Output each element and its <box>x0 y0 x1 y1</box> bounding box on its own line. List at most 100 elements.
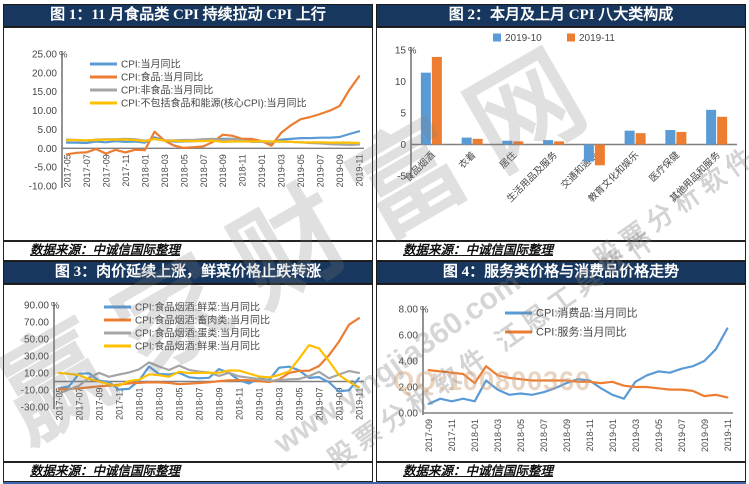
series-line <box>65 137 361 145</box>
y-tick-label: 70.00 <box>24 318 49 329</box>
series-line <box>427 327 729 406</box>
x-tick-label: 2018-09 <box>218 154 228 187</box>
x-tick-label: 2019-09 <box>335 154 345 187</box>
y-axis-unit: % <box>51 301 60 312</box>
x-tick-label: 2019-01 <box>257 154 267 187</box>
x-tick-label: 2018-11 <box>235 388 245 420</box>
x-tick-label: 2018-11 <box>238 154 248 186</box>
x-tick-label: 2018-07 <box>195 388 205 421</box>
fig2-source-bar: 数据来源：中诚信国际整理 <box>376 241 746 261</box>
x-tick-label: 2018-07 <box>199 154 209 187</box>
x-tick-label: 2017-11 <box>121 154 131 186</box>
y-tick-label: 10 <box>395 77 407 88</box>
x-tick-label: 2019-03 <box>275 388 285 421</box>
x-tick-label: 2018-09 <box>215 388 225 421</box>
panel-fig4: 图 4：服务类价格与消费品价格走势 8.00 6.00 4.00 2.00 0.00% 2… <box>376 261 746 482</box>
x-tick-label: 2019-11 <box>723 419 733 451</box>
fig4-title: 图 4：服务类价格与消费品价格走势 <box>376 261 746 284</box>
x-tick-label: 2017-07 <box>75 388 85 421</box>
fig4-chart-area: 8.00 6.00 4.00 2.00 0.00% 2017-09 2017-11 2018-… <box>376 284 746 462</box>
x-tick-label: 2019-07 <box>315 388 325 421</box>
fig2-title: 图 2：本月及上月 CPI 八大类构成 <box>376 4 746 27</box>
y-tick-label: 6.00 <box>399 331 419 342</box>
y-axis-unit: % <box>59 50 68 61</box>
y-tick-label: 90.00 <box>24 301 49 312</box>
bar <box>706 109 717 145</box>
x-category-label: 食品烟酒 <box>402 149 438 185</box>
x-tick-label: 2017-11 <box>115 388 125 420</box>
series-line <box>57 365 361 393</box>
legend-label: CPI:食品:当月同比 <box>121 71 203 84</box>
panel-fig1: 图 1：11 月食品类 CPI 持续拉动 CPI 上行 25.00 20.00 15… <box>3 4 373 261</box>
bar <box>431 56 442 145</box>
x-category-label: 医疗保健 <box>647 149 683 185</box>
fig2-chart-area: 15 10 5 0 -5% 食品烟酒 衣着 居住 生活用品及服务 交通和通信 教育文化和娱乐 医疗保健… <box>376 27 746 241</box>
bar <box>554 141 565 145</box>
legend-label: CPI:食品烟酒:鲜菜:当月同比 <box>135 301 260 314</box>
y-tick-label: -5.00 <box>34 163 57 174</box>
x-tick-label: 2018-05 <box>175 388 185 421</box>
x-tick-label: 2019-07 <box>316 154 326 187</box>
y-axis-unit: % <box>408 46 417 57</box>
x-tick-label: 2019-01 <box>608 419 618 452</box>
fig1-chart-area: 25.00 20.00 15.00 10.00 5.00 0.00 -5.00 -10.00%… <box>3 27 373 241</box>
x-tick-label: 2019-03 <box>277 154 287 187</box>
x-tick-label: 2017-09 <box>101 154 111 187</box>
x-tick-label: 2017-09 <box>424 419 434 452</box>
x-tick-label: 2017-05 <box>62 154 72 187</box>
bar <box>583 144 594 162</box>
fig3-source-bar: 数据来源：中诚信国际整理 <box>3 462 373 482</box>
x-tick-label: 2019-01 <box>255 388 265 421</box>
legend-label: CPI:服务:当月同比 <box>536 325 626 339</box>
x-category-label: 交通和通信 <box>558 149 600 191</box>
x-tick-label: 2018-03 <box>160 154 170 187</box>
legend-label: CPI:不包括食品和能源(核心CPI):当月同比 <box>121 97 307 110</box>
bottom-blue-rule <box>3 482 746 484</box>
series-line <box>57 344 361 389</box>
series-line <box>427 365 729 399</box>
x-category-label: 居住 <box>497 149 519 171</box>
bar <box>543 140 554 145</box>
x-tick-label: 2019-11 <box>355 154 365 186</box>
x-tick-label: 2019-05 <box>296 154 306 187</box>
x-tick-label: 2017-09 <box>95 388 105 421</box>
legend-label: CPI:非食品:当月同比 <box>121 84 213 97</box>
fig1-title: 图 1：11 月食品类 CPI 持续拉动 CPI 上行 <box>3 4 373 27</box>
y-tick-label: 25.00 <box>32 50 57 61</box>
x-tick-label: 2019-05 <box>295 388 305 421</box>
x-category-label: 衣着 <box>456 149 478 171</box>
fig3-title: 图 3：肉价延续上涨，鲜菜价格止跌转涨 <box>3 261 373 284</box>
legend-label: 2019-11 <box>579 33 615 44</box>
fig4-source-label: 数据来源：中诚信国际整理 <box>403 464 554 478</box>
x-tick-label: 2019-07 <box>677 419 687 452</box>
x-tick-label: 2018-03 <box>155 388 165 421</box>
x-tick-label: 2018-01 <box>135 388 145 421</box>
fig3-chart-area: 90.00 70.00 50.00 30.00 10.00 -10.00 -30.00% 20… <box>3 284 373 462</box>
y-tick-label: 5 <box>400 109 406 120</box>
legend-marker <box>493 33 501 42</box>
fig4-source-bar: 数据来源：中诚信国际整理 <box>376 462 746 482</box>
bar <box>420 72 431 145</box>
bar <box>502 140 513 145</box>
y-tick-label: 20.00 <box>32 68 57 79</box>
panel-fig3: 图 3：肉价延续上涨，鲜菜价格止跌转涨 90.00 70.00 50.00 30.00… <box>3 261 373 482</box>
legend-marker <box>567 33 575 42</box>
bar <box>717 116 728 145</box>
bar <box>594 144 605 166</box>
figure-grid: 图 1：11 月食品类 CPI 持续拉动 CPI 上行 25.00 20.00 15… <box>3 4 746 482</box>
legend-label: CPI:消费品:当月同比 <box>536 306 637 320</box>
x-tick-label: 2017-11 <box>447 419 457 451</box>
legend-label: 2019-10 <box>505 33 542 44</box>
x-tick-label: 2017-07 <box>82 154 92 187</box>
y-tick-label: -30.00 <box>21 403 50 414</box>
legend-label: CPI:食品烟酒:蛋类:当月同比 <box>135 327 260 340</box>
fig2-source-label: 数据来源：中诚信国际整理 <box>403 243 554 257</box>
x-tick-label: 2018-09 <box>562 419 572 452</box>
y-tick-label: 5.00 <box>38 125 58 136</box>
y-tick-label: 2.00 <box>399 383 419 394</box>
y-tick-label: -10.00 <box>29 182 58 193</box>
y-tick-label: 0.00 <box>399 409 419 420</box>
x-tick-label: 2018-11 <box>585 419 595 451</box>
fig3-source-label: 数据来源：中诚信国际整理 <box>30 464 181 478</box>
